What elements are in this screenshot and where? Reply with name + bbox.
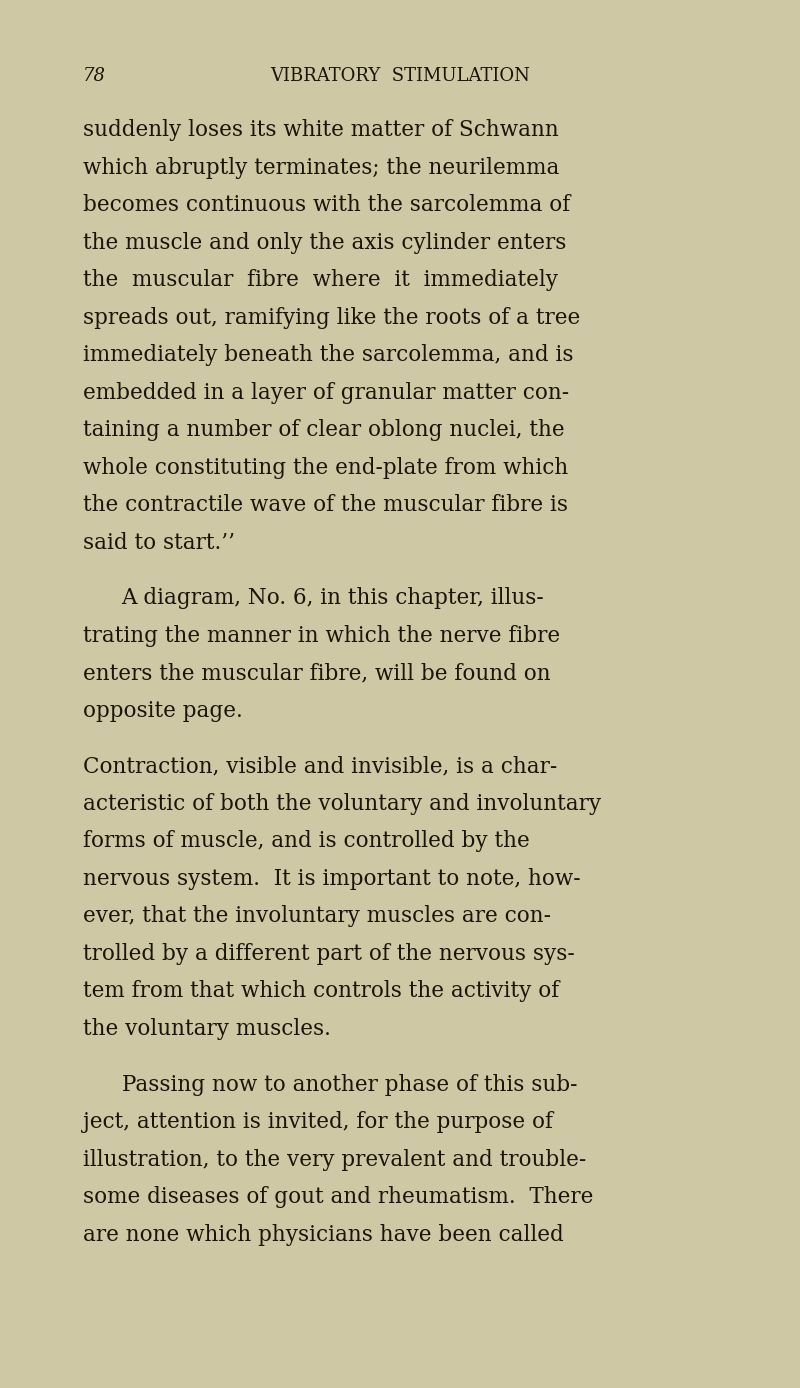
Text: opposite page.: opposite page.: [83, 700, 243, 722]
Text: ever, that the involuntary muscles are con-: ever, that the involuntary muscles are c…: [83, 905, 551, 927]
Text: suddenly loses its white matter of Schwann: suddenly loses its white matter of Schwa…: [83, 119, 559, 142]
Text: said to start.’’: said to start.’’: [83, 532, 235, 554]
Text: the muscle and only the axis cylinder enters: the muscle and only the axis cylinder en…: [83, 232, 566, 254]
Text: which abruptly terminates; the neurilemma: which abruptly terminates; the neurilemm…: [83, 157, 559, 179]
Text: Passing now to another phase of this sub-: Passing now to another phase of this sub…: [122, 1073, 577, 1095]
Text: trating the manner in which the nerve fibre: trating the manner in which the nerve fi…: [83, 625, 560, 647]
Text: Contraction, visible and invisible, is a char-: Contraction, visible and invisible, is a…: [83, 755, 558, 777]
Text: enters the muscular fibre, will be found on: enters the muscular fibre, will be found…: [83, 662, 551, 684]
Text: nervous system.  It is important to note, how-: nervous system. It is important to note,…: [83, 868, 581, 890]
Text: becomes continuous with the sarcolemma of: becomes continuous with the sarcolemma o…: [83, 194, 570, 217]
Text: forms of muscle, and is controlled by the: forms of muscle, and is controlled by th…: [83, 830, 530, 852]
Text: the contractile wave of the muscular fibre is: the contractile wave of the muscular fib…: [83, 494, 568, 516]
Text: A diagram, No. 6, in this chapter, illus-: A diagram, No. 6, in this chapter, illus…: [122, 587, 544, 609]
Text: are none which physicians have been called: are none which physicians have been call…: [83, 1224, 564, 1245]
Text: trolled by a different part of the nervous sys-: trolled by a different part of the nervo…: [83, 942, 575, 965]
Text: spreads out, ramifying like the roots of a tree: spreads out, ramifying like the roots of…: [83, 307, 581, 329]
Text: VIBRATORY  STIMULATION: VIBRATORY STIMULATION: [270, 67, 530, 85]
Text: some diseases of gout and rheumatism.  There: some diseases of gout and rheumatism. Th…: [83, 1185, 594, 1208]
Text: immediately beneath the sarcolemma, and is: immediately beneath the sarcolemma, and …: [83, 344, 574, 366]
Text: taining a number of clear oblong nuclei, the: taining a number of clear oblong nuclei,…: [83, 419, 565, 441]
Text: tem from that which controls the activity of: tem from that which controls the activit…: [83, 980, 559, 1002]
Text: the voluntary muscles.: the voluntary muscles.: [83, 1017, 331, 1040]
Text: the  muscular  fibre  where  it  immediately: the muscular fibre where it immediately: [83, 269, 558, 291]
Text: 78: 78: [83, 67, 106, 85]
Text: illustration, to the very prevalent and trouble-: illustration, to the very prevalent and …: [83, 1148, 586, 1170]
Text: whole constituting the end-plate from which: whole constituting the end-plate from wh…: [83, 457, 569, 479]
Text: acteristic of both the voluntary and involuntary: acteristic of both the voluntary and inv…: [83, 793, 602, 815]
Text: embedded in a layer of granular matter con-: embedded in a layer of granular matter c…: [83, 382, 570, 404]
Text: ject, attention is invited, for the purpose of: ject, attention is invited, for the purp…: [83, 1110, 554, 1133]
